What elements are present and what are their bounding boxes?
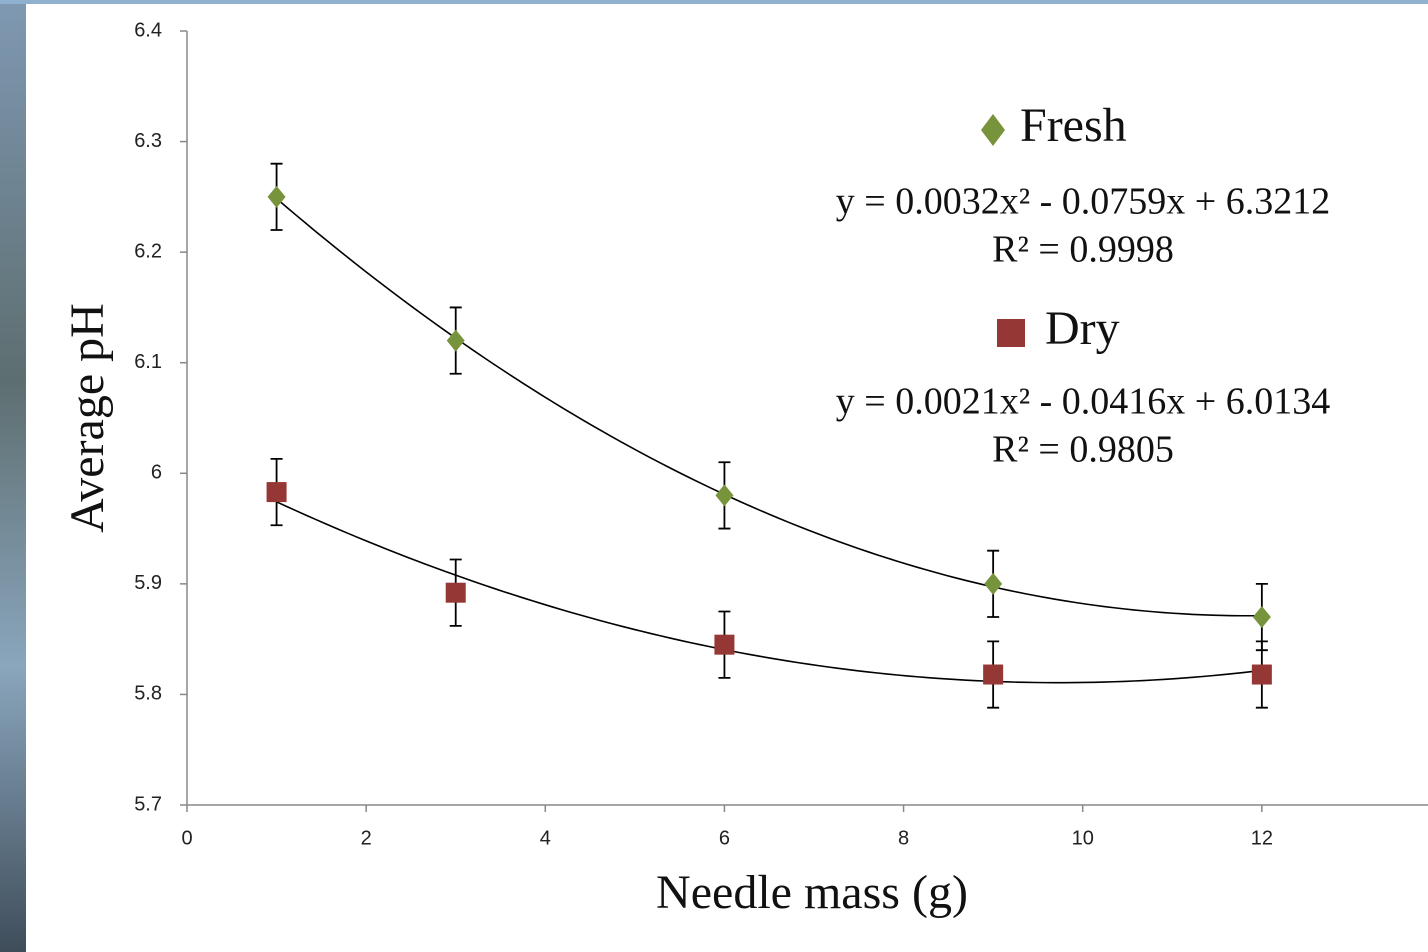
x-tick-label: 8 [898,827,909,849]
data-point [445,582,466,603]
x-tick-label: 0 [181,827,192,849]
x-tick-label: 12 [1251,827,1273,849]
trend-r-squared: R² = 0.9998 [992,229,1174,271]
x-tick-label: 6 [719,827,730,849]
top-strip [0,0,1428,4]
x-tick-label: 2 [361,827,372,849]
data-point [267,185,286,208]
data-point [266,482,287,503]
y-tick-label: 6.4 [134,19,162,41]
y-tick-label: 6.2 [134,240,162,262]
data-point [1252,606,1271,629]
y-tick-label: 6.1 [134,351,162,373]
y-tick-label: 5.7 [134,793,162,815]
trendline [276,197,1262,617]
y-tick-label: 5.8 [134,683,162,705]
data-point [984,572,1003,595]
x-tick-label: 4 [540,827,551,849]
trend-equation: y = 0.0032x² - 0.0759x + 6.3212 [836,181,1330,223]
legend-label: Dry [1045,302,1120,355]
legend-label: Fresh [1020,99,1127,152]
x-axis-title: Needle mass (g) [656,866,968,919]
y-tick-label: 5.9 [134,572,162,594]
y-axis-title: Average pH [61,303,114,533]
trend-r-squared: R² = 0.9805 [992,429,1174,471]
trend-equation: y = 0.0021x² - 0.0416x + 6.0134 [836,381,1330,423]
y-tick-label: 6 [151,462,162,484]
legend-marker [981,114,1005,146]
data-point [714,634,735,655]
data-point [1251,664,1272,685]
x-tick-label: 10 [1072,827,1094,849]
background-strip [0,0,26,952]
data-point [983,664,1004,685]
data-point [715,484,734,507]
trendline [276,501,1262,684]
legend-marker [997,319,1025,347]
data-point [446,329,465,352]
y-tick-label: 6.3 [134,130,162,152]
